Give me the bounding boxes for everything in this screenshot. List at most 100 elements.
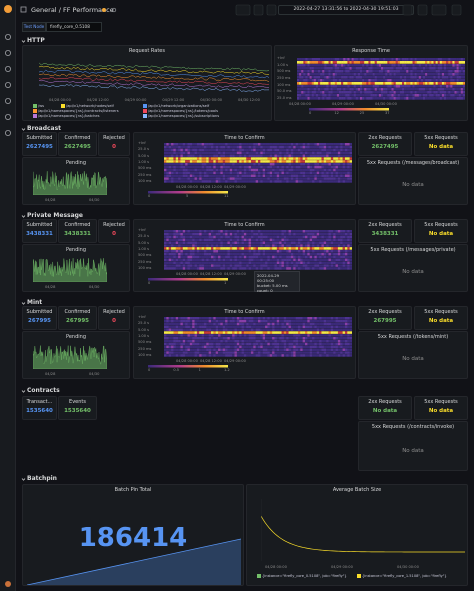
section-title[interactable]: Contracts [27,387,60,394]
heat-cell [196,244,200,247]
heat-cell [326,73,329,76]
heat-cell [232,145,235,149]
heat-cell [314,177,317,180]
dashboard-title[interactable]: FF Performance [62,6,114,14]
heat-cell [215,145,219,149]
heat-cell [279,267,282,270]
nav-icon[interactable] [5,98,11,105]
heat-cell [182,317,186,320]
section-title[interactable]: HTTP [27,37,45,44]
heat-cell [349,151,352,155]
heat-cell [274,267,277,270]
legend-item[interactable]: /api/v1/network/organizations/self [143,104,209,108]
toolbar-button[interactable] [253,4,264,16]
legend-item[interactable]: /api/v1/namespaces/{ns}/tokens/pools [143,109,218,113]
heat-cell [353,85,356,88]
heat-cell [281,258,285,262]
heat-cell [414,82,417,85]
heat-cell [253,258,256,262]
heat-cell [253,148,256,152]
heat-cell [397,73,401,76]
heat-cell [314,238,317,242]
heat-cell [203,157,207,160]
variable-select[interactable]: firefly_core_0.5108 [46,22,102,32]
toolbar-button[interactable] [417,4,428,16]
user-avatar[interactable] [5,581,11,587]
toolbar-button[interactable] [266,4,277,16]
stat-value: 3438331 [371,231,399,237]
legend-item[interactable]: /api/v1/namespaces/{ns}/subscriptions [143,114,219,118]
heat-cell [199,160,202,163]
heat-cell [374,61,377,64]
heat-cell [260,148,263,152]
heat-cell [199,148,202,152]
heat-cell [435,73,438,76]
heat-cell [250,328,254,331]
heat-cell [309,238,313,242]
nav-icon[interactable] [5,66,11,73]
heat-cell [322,61,325,64]
toolbar-button[interactable] [431,4,447,16]
nav-icon[interactable] [5,50,11,57]
heat-cell [211,180,214,183]
heat-cell [323,174,327,177]
legend-item[interactable]: /api/v1/namespaces/{ns}/batches [33,114,100,118]
heat-cell [412,67,415,70]
heat-cell [206,174,209,177]
heat-cell [243,160,247,163]
section-title[interactable]: Mint [27,299,43,306]
heat-cell [448,85,451,88]
heat-cell [368,94,371,97]
heat-cell [336,85,340,88]
time-picker[interactable]: 2022-04-27 13:31:56 to 2022-04-30 19:51:… [278,5,414,15]
heat-cell [307,174,310,177]
legend-item[interactable]: /ws [33,104,44,108]
heat-cell [168,331,172,334]
heat-cell [362,70,365,73]
panel-title: 5xx Requests (/tokens/mint) [377,334,449,340]
toolbar-button[interactable] [402,4,413,16]
legend-item[interactable]: {instance="firefly_core_0.5108", job="fi… [257,574,347,578]
share-icon[interactable] [111,7,117,13]
legend-item[interactable]: {instance="firefly_core_1.5108", job="fi… [357,574,447,578]
nav-icon[interactable] [5,82,11,89]
nav-icon[interactable] [5,34,11,41]
heat-cell [326,354,329,357]
section-title[interactable]: Broadcast [27,125,62,132]
heat-cell [416,85,419,88]
legend-item[interactable]: /api/v1/network/nodes/self [61,104,114,108]
heat-cell [225,238,228,242]
heat-cell [302,258,306,262]
heat-cell [283,250,287,253]
section-title[interactable]: Private Message [27,212,83,219]
toolbar-button[interactable] [451,4,462,16]
heat-cell [253,143,256,146]
legend-item[interactable]: /api/v1/namespaces/{ns}/contracts/listen… [33,109,119,113]
heat-cell [314,151,317,155]
heat-cell [302,235,306,239]
heat-cell [171,354,174,357]
heat-cell [334,61,338,64]
heat-cell [175,317,179,320]
heat-cell [213,258,216,262]
y-tick-label: +Inf [138,141,146,145]
heat-cell [408,97,411,100]
heat-cell [283,232,287,236]
heat-cell [232,180,235,183]
heat-cell [182,148,186,152]
heat-cell [319,145,322,149]
heat-cell [309,171,313,175]
heat-cell [425,61,428,64]
breadcrumb-root[interactable]: General [31,6,57,14]
toolbar-button[interactable] [235,4,251,16]
section-title[interactable]: Batchpin [27,475,57,482]
heat-cell [265,241,268,244]
nav-icon[interactable] [5,114,11,121]
star-icon[interactable] [102,8,106,12]
heat-cell [265,160,268,163]
heat-cell [319,258,322,262]
heat-cell [323,157,327,160]
nav-icon[interactable] [5,129,11,136]
heat-cell [452,64,455,67]
breadcrumb[interactable]: General / FF Performance [31,6,114,14]
